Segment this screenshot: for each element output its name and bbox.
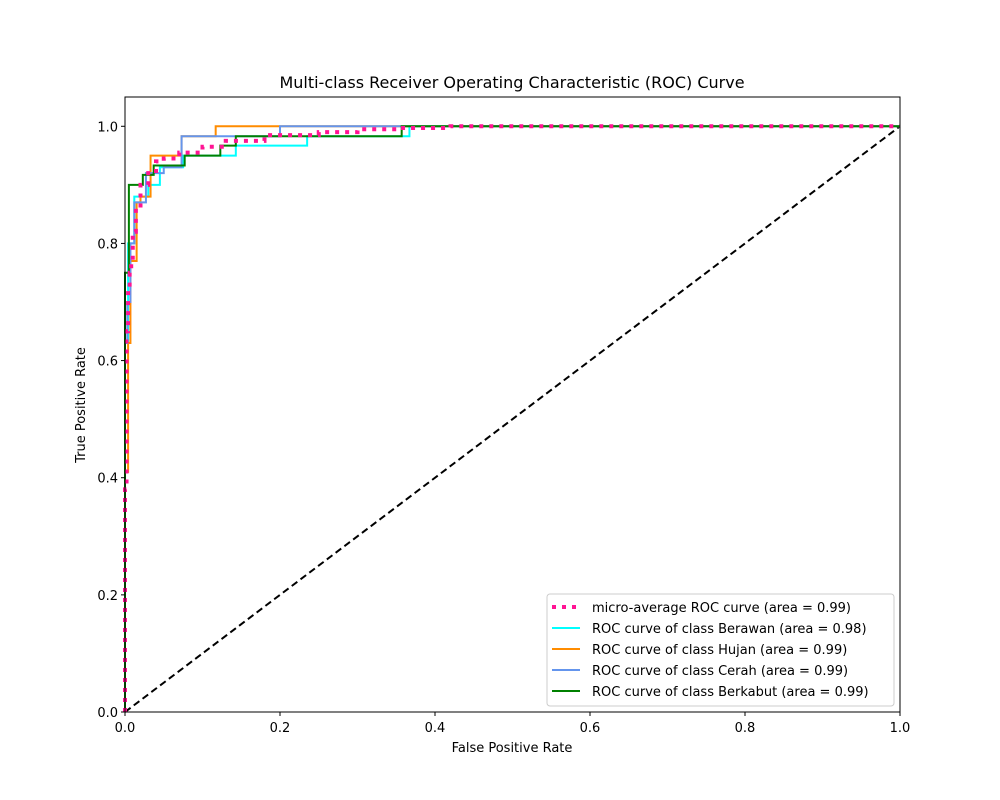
plot-frame bbox=[124, 96, 901, 713]
diagonal-reference-line bbox=[124, 125, 901, 713]
y-tick-label: 1.0 bbox=[97, 120, 118, 135]
legend-frame bbox=[546, 593, 895, 707]
y-axis-label: True Positive Rate bbox=[74, 347, 89, 464]
x-tick-label: 0.2 bbox=[270, 721, 291, 736]
x-axis-label: False Positive Rate bbox=[452, 741, 573, 756]
x-tick-label: 0.6 bbox=[580, 721, 601, 736]
legend: micro-average ROC curve (area = 0.99) ROC… bbox=[546, 593, 895, 707]
series-layer bbox=[123, 124, 901, 713]
x-tick-label: 0.0 bbox=[115, 721, 136, 736]
x-tick-label: 0.8 bbox=[735, 721, 756, 736]
legend-label: ROC curve of class Cerah (area = 0.99) bbox=[592, 664, 848, 679]
legend-label: ROC curve of class Hujan (area = 0.99) bbox=[592, 643, 847, 658]
y-tick-label: 0.0 bbox=[97, 706, 118, 721]
y-axis: 0.0 0.2 0.4 0.6 0.8 1.0 bbox=[97, 120, 125, 721]
x-tick-label: 1.0 bbox=[890, 721, 911, 736]
y-tick-label: 0.4 bbox=[97, 472, 118, 487]
chart-title: Multi-class Receiver Operating Character… bbox=[279, 73, 744, 92]
y-tick-label: 0.2 bbox=[97, 589, 118, 604]
series-line-0 bbox=[123, 124, 900, 712]
legend-label: ROC curve of class Berkabut (area = 0.99… bbox=[592, 685, 869, 700]
legend-label: micro-average ROC curve (area = 0.99) bbox=[592, 601, 851, 616]
x-tick-label: 0.4 bbox=[425, 721, 446, 736]
x-axis: 0.0 0.2 0.4 0.6 0.8 1.0 bbox=[115, 712, 911, 736]
y-tick-label: 0.6 bbox=[97, 355, 118, 370]
legend-label: ROC curve of class Berawan (area = 0.98) bbox=[592, 622, 867, 637]
y-tick-label: 0.8 bbox=[97, 237, 118, 252]
